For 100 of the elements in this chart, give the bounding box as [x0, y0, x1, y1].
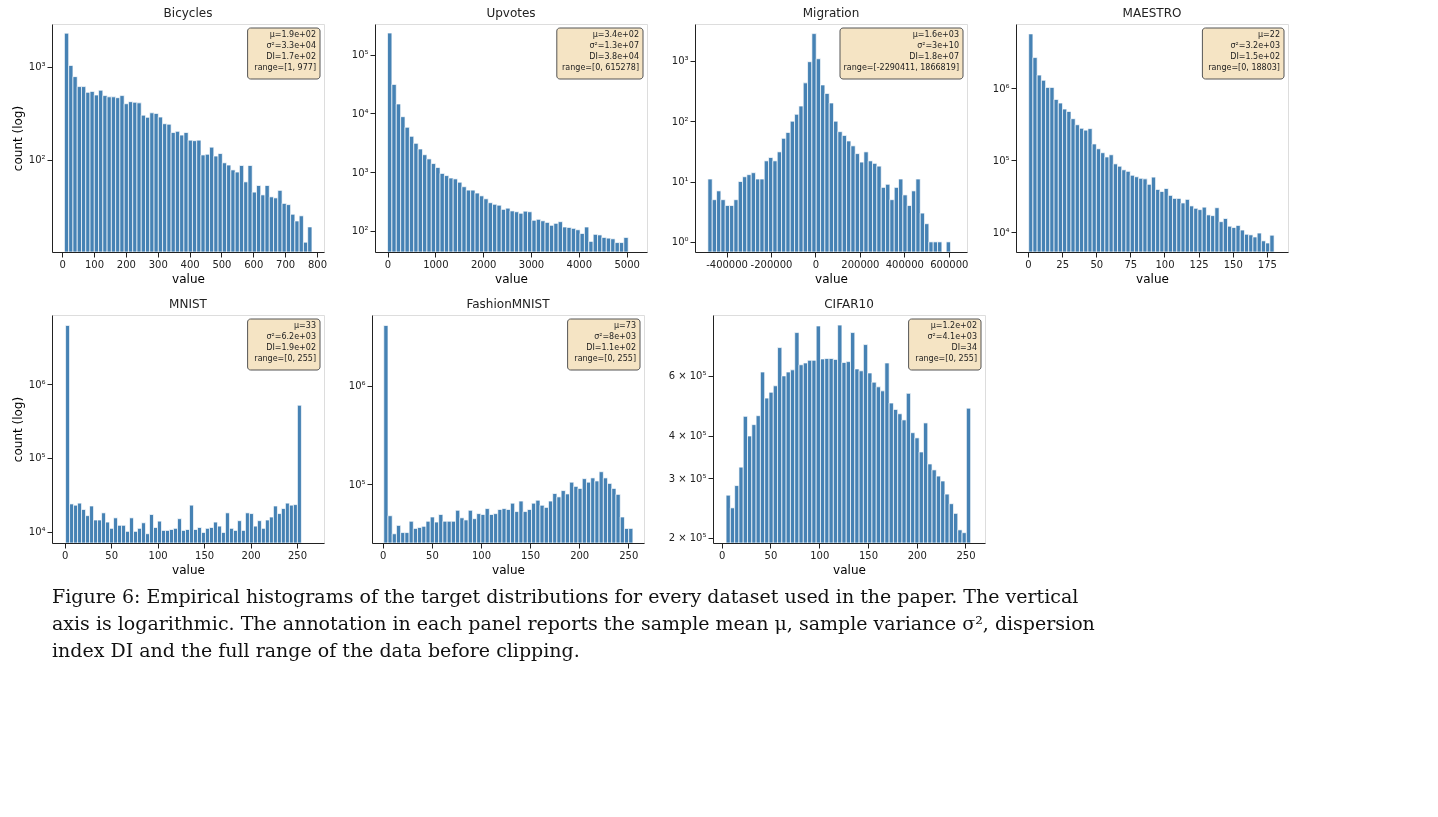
x-tick-label: 400	[180, 258, 200, 270]
x-tick-label: 150	[521, 549, 541, 561]
x-tick-label: 150	[195, 549, 215, 561]
x-tick-label: 5000	[614, 258, 640, 270]
y-tick-label: 10³	[351, 166, 369, 178]
chart-title: Upvotes	[486, 6, 536, 20]
annotation: σ²=4.1e+03	[927, 332, 977, 341]
annotation: range=[0, 255]	[574, 354, 636, 363]
annotation: range=[-2290411, 1866819]	[843, 63, 959, 72]
y-tick-label: 10²	[28, 154, 46, 166]
annotation: σ²=8e+03	[594, 332, 636, 341]
x-tick-label: 75	[1124, 258, 1138, 270]
x-tick-label: 0	[384, 258, 392, 270]
chart-title: MNIST	[169, 297, 208, 311]
y-tick-label: 10⁵	[992, 154, 1010, 166]
x-tick-label: 600	[244, 258, 264, 270]
annotation: range=[0, 615278]	[562, 63, 639, 72]
y-tick-label: 2 × 10⁵	[668, 532, 707, 544]
y-tick-label: 10³	[671, 55, 689, 67]
x-tick-label: 0	[812, 258, 820, 270]
x-tick-label: 50	[1090, 258, 1104, 270]
x-tick-label: 500	[212, 258, 232, 270]
y-tick-label: 10⁵	[28, 452, 46, 464]
x-tick-label: 50	[105, 549, 118, 561]
annotation: σ²=3.3e+04	[266, 41, 316, 50]
y-tick-label: 10⁶	[348, 380, 366, 392]
annotation: μ=3.4e+02	[592, 30, 639, 39]
x-tick-label: -400000	[706, 258, 748, 270]
x-tick-label: 0	[59, 258, 66, 270]
x-axis-title: value	[172, 562, 205, 577]
y-tick-label: 10⁵	[351, 49, 369, 61]
x-tick-label: 200	[116, 258, 136, 270]
annotation: σ²=1.3e+07	[589, 41, 639, 50]
x-axis-title: value	[495, 271, 528, 286]
y-tick-label: 10⁶	[992, 82, 1010, 94]
chart-title: CIFAR10	[824, 297, 874, 311]
annotation: σ²=3.2e+03	[1230, 41, 1280, 50]
y-tick-label: 10²	[671, 115, 689, 127]
y-tick-label: 10⁵	[348, 478, 366, 490]
x-tick-label: 2000	[470, 258, 497, 270]
chart-title: Migration	[802, 6, 860, 20]
annotation: μ=73	[614, 321, 636, 330]
x-tick-label: 200	[907, 549, 927, 561]
annotation: μ=22	[1258, 30, 1280, 39]
x-tick-label: 100	[471, 549, 492, 561]
x-tick-label: 250	[956, 549, 976, 561]
annotation: DI=1.9e+02	[266, 343, 316, 352]
annotation: range=[0, 255]	[254, 354, 316, 363]
x-tick-label: 200	[570, 549, 590, 561]
x-tick-label: 25	[1056, 258, 1069, 270]
chart-title: MAESTRO	[1122, 6, 1182, 20]
y-tick-label: 3 × 10⁵	[668, 472, 707, 484]
x-tick-label: 200	[241, 549, 261, 561]
annotation: range=[0, 255]	[915, 354, 977, 363]
x-tick-label: 0	[718, 549, 726, 561]
y-tick-label: 10⁴	[992, 226, 1010, 238]
x-tick-label: 800	[307, 258, 328, 270]
annotation: DI=1.5e+02	[1230, 52, 1280, 61]
y-tick-label: 10⁰	[671, 236, 689, 248]
annotation: range=[0, 18803]	[1208, 63, 1280, 72]
x-axis-title: value	[492, 562, 525, 577]
annotation: μ=33	[294, 321, 316, 330]
x-tick-label: 250	[287, 549, 308, 561]
x-axis-title: value	[833, 562, 866, 577]
y-tick-label: 10⁶	[28, 378, 46, 390]
x-tick-label: 100	[810, 549, 830, 561]
annotation: DI=1.7e+02	[266, 52, 316, 61]
x-tick-label: 600000	[930, 258, 969, 270]
x-tick-label: 1000	[423, 258, 449, 270]
x-tick-label: 175	[1257, 258, 1277, 270]
annotation: μ=1.9e+02	[269, 30, 316, 39]
x-tick-label: 50	[426, 549, 439, 561]
x-tick-label: 125	[1189, 258, 1209, 270]
y-axis-title: count (log)	[10, 105, 25, 172]
annotation: σ²=6.2e+03	[266, 332, 316, 341]
y-tick-label: 4 × 10⁵	[668, 430, 707, 442]
y-tick-label: 10⁴	[351, 107, 369, 119]
x-axis-title: value	[815, 271, 848, 286]
x-tick-label: 100	[1155, 258, 1175, 270]
x-tick-label: 4000	[566, 258, 593, 270]
x-tick-label: 100	[85, 258, 105, 270]
x-tick-label: 200000	[841, 258, 880, 270]
y-tick-label: 10³	[28, 61, 46, 73]
y-tick-label: 10¹	[671, 176, 689, 188]
x-tick-label: 0	[380, 549, 387, 561]
x-tick-label: 150	[1223, 258, 1243, 270]
annotation: σ²=3e+10	[917, 41, 959, 50]
x-tick-label: 50	[764, 549, 778, 561]
x-tick-label: 400000	[885, 258, 924, 270]
x-tick-label: 150	[858, 549, 879, 561]
x-tick-label: 300	[148, 258, 168, 270]
annotation: DI=1.8e+07	[909, 52, 959, 61]
y-tick-label: 10⁴	[28, 526, 46, 538]
x-axis-title: value	[1136, 271, 1169, 286]
annotation: range=[1, 977]	[254, 63, 316, 72]
annotation: DI=34	[951, 343, 977, 352]
x-tick-label: 3000	[518, 258, 545, 270]
annotation: μ=1.6e+03	[912, 30, 959, 39]
y-tick-label: 10²	[351, 225, 369, 237]
caption: Figure 6: Empirical histograms of the target distributions for every dataset used in the paper. The vertical axis is logarithmic. The annotation in each panel reports the sample mean μ, sample variance σ², dispersion index DI and the full range of the data before clipping.	[52, 585, 1095, 661]
